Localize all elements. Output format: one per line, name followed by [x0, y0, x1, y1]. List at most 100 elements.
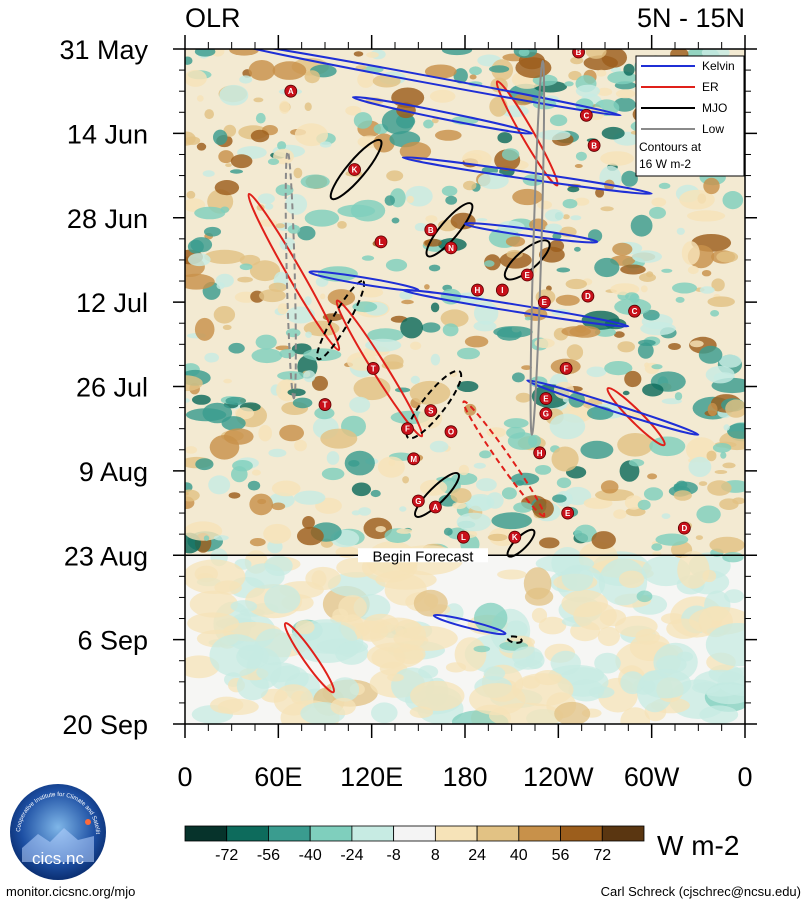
field-blob: [477, 172, 509, 190]
forecast-label: Begin Forecast: [373, 548, 475, 565]
field-blob: [610, 66, 622, 73]
colorbar-units: W m-2: [657, 830, 739, 861]
field-blob: [651, 543, 663, 551]
storm-markers: B A C B K B L N E H I D E C T F T E S G F O H M G A E D L K: [284, 49, 691, 544]
field-blob: [594, 652, 621, 674]
storm-label: L: [461, 533, 466, 542]
field-blob: [387, 673, 404, 682]
storm-label: E: [542, 298, 548, 307]
field-blob: [710, 310, 720, 317]
field-blob: [284, 194, 308, 215]
field-blob: [688, 456, 712, 477]
field-blob: [574, 524, 597, 543]
field-blob: [445, 195, 458, 205]
field-blob: [699, 286, 715, 294]
field-blob: [675, 296, 685, 303]
field-blob: [651, 197, 667, 207]
field-blob: [596, 87, 613, 96]
field-blob: [594, 257, 620, 278]
storm-label: D: [681, 524, 687, 533]
field-blob: [304, 209, 340, 227]
colorbar-swatch: [226, 825, 269, 842]
field-blob: [435, 129, 462, 141]
field-blob: [256, 662, 301, 683]
field-blob: [327, 289, 356, 307]
field-blob: [456, 381, 479, 392]
field-blob: [615, 89, 636, 99]
field-blob: [497, 569, 527, 580]
storm-marker: [539, 407, 553, 421]
field-blob: [239, 254, 261, 266]
x-axis: 0 60E 120E 180 120W 60W 0: [177, 35, 753, 792]
field-blob: [628, 459, 645, 467]
field-blob: [351, 510, 361, 516]
field-blob: [314, 407, 335, 420]
field-blob: [275, 223, 285, 229]
field-blob: [304, 296, 312, 306]
storm-label: G: [543, 410, 549, 419]
storm-label: B: [591, 141, 597, 150]
y-tick-label: 9 Aug: [79, 457, 148, 487]
field-blob: [430, 302, 440, 313]
field-blob: [194, 317, 215, 341]
field-blob: [230, 600, 258, 613]
field-blob: [637, 342, 654, 359]
field-blob: [399, 141, 432, 161]
field-blob: [473, 462, 486, 469]
field-blob: [594, 327, 617, 337]
field-blob: [330, 677, 360, 702]
field-blob: [429, 89, 456, 103]
field-blob: [441, 185, 458, 197]
field-blob: [476, 218, 488, 222]
field-blob: [372, 74, 401, 88]
field-blob: [687, 265, 699, 275]
field-blob: [549, 114, 568, 127]
field-blob: [255, 334, 277, 350]
field-blob: [285, 306, 315, 324]
field-blob: [473, 645, 491, 653]
field-blob: [573, 601, 617, 631]
field-blob: [649, 436, 686, 457]
field-blob: [613, 331, 625, 338]
field-blob: [624, 370, 642, 388]
field-blob: [570, 215, 582, 221]
field-blob: [642, 309, 660, 321]
field-blob: [561, 326, 591, 337]
field-blob: [643, 487, 664, 501]
field-blob: [441, 49, 473, 56]
field-blob: [373, 133, 395, 153]
field-blob: [338, 642, 358, 658]
field-blob: [214, 180, 240, 196]
field-blob: [294, 439, 307, 452]
field-blob: [210, 696, 244, 714]
field-blob: [196, 142, 207, 151]
field-blob: [361, 255, 375, 261]
field-blob: [442, 323, 459, 337]
field-blob: [549, 413, 586, 440]
field-blob: [566, 344, 584, 361]
field-blob: [185, 56, 193, 65]
field-blob: [596, 69, 607, 77]
field-blob: [617, 433, 653, 457]
low-contour: [284, 150, 297, 400]
field-blob: [223, 378, 232, 384]
storm-label: B: [428, 226, 434, 235]
colorbar-swatch: [518, 825, 561, 842]
field-blob: [539, 537, 560, 549]
field-blob: [229, 49, 259, 56]
field-blob: [345, 105, 362, 116]
field-blob: [204, 249, 245, 264]
storm-label: C: [583, 111, 589, 120]
field-blob: [574, 246, 581, 252]
storm-marker: [411, 494, 425, 508]
field-blob: [277, 303, 289, 315]
field-blob: [724, 589, 744, 603]
field-blob: [255, 112, 266, 124]
field-blob: [253, 97, 264, 103]
field-blob: [258, 425, 273, 442]
storm-marker: [495, 283, 509, 297]
field-blob: [185, 69, 207, 87]
field-blob: [623, 63, 635, 76]
field-blob: [701, 270, 712, 277]
er-contour: [462, 400, 546, 518]
